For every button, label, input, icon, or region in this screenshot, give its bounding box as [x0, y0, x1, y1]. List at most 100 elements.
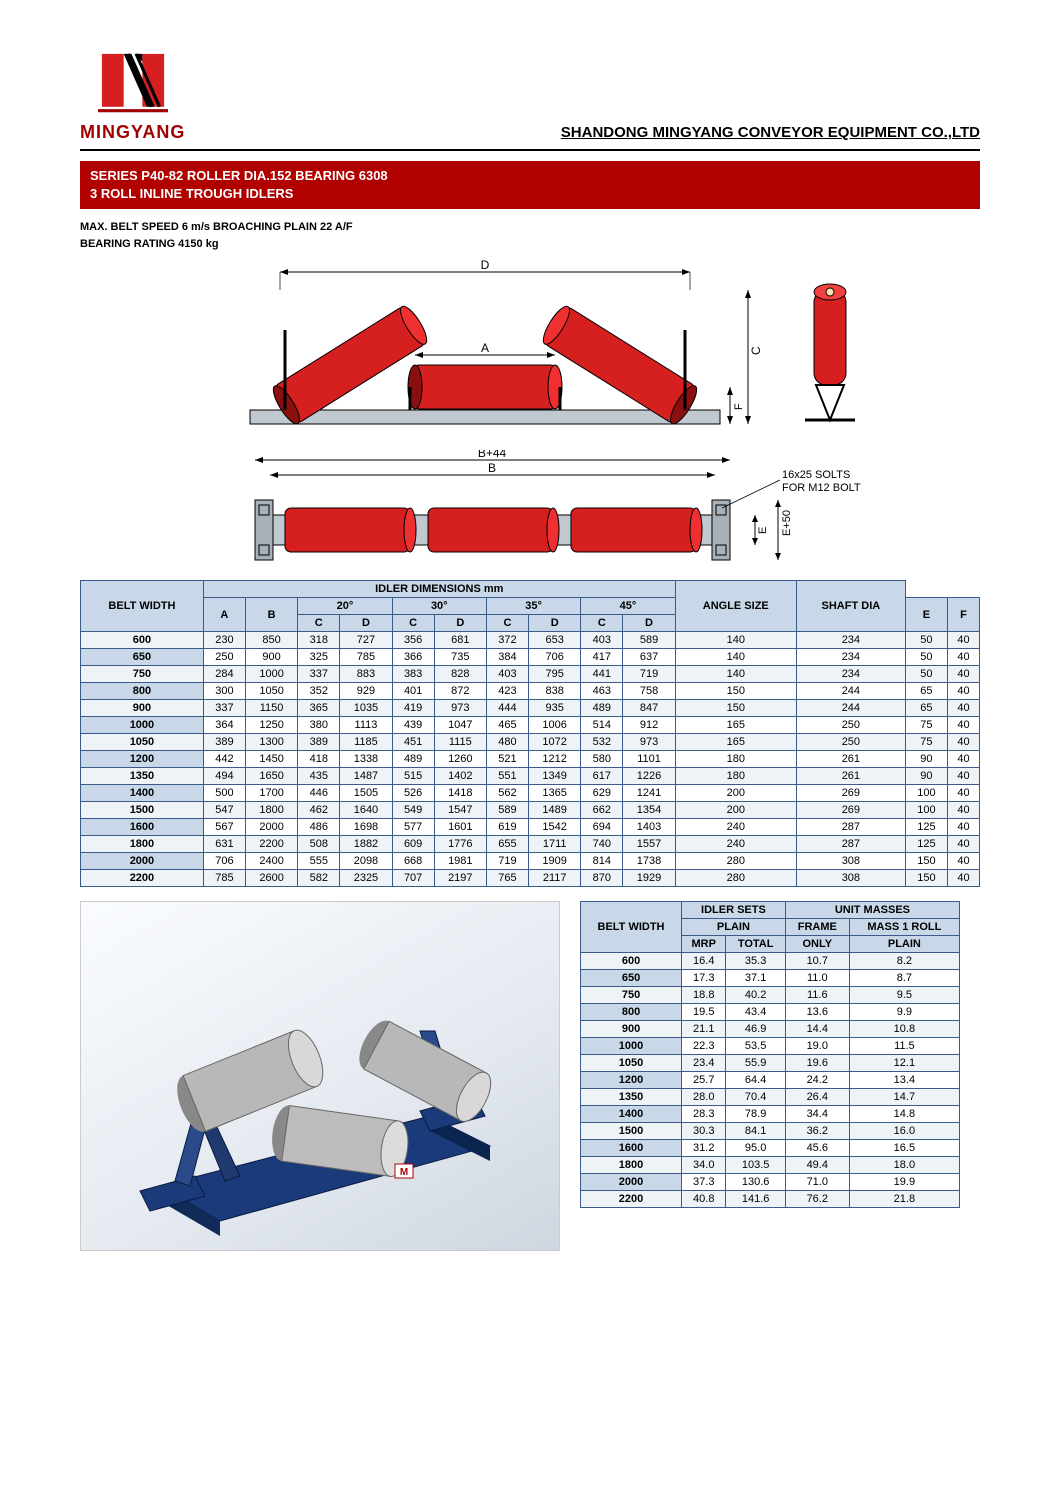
- cell: 140: [675, 649, 796, 666]
- cell: 261: [796, 768, 905, 785]
- cell: 600: [581, 953, 682, 970]
- cell: 463: [581, 683, 623, 700]
- mass-belt-width: BELT WIDTH: [581, 902, 682, 953]
- cell: 8.7: [849, 970, 959, 987]
- cell: 50: [905, 632, 947, 649]
- cell: 439: [392, 717, 434, 734]
- cell: 419: [392, 700, 434, 717]
- cell: 337: [298, 666, 340, 683]
- mass-plain2: PLAIN: [849, 936, 959, 953]
- cell: 1450: [245, 751, 297, 768]
- table-row: 160031.295.045.616.5: [581, 1140, 960, 1157]
- cell: 1557: [623, 836, 675, 853]
- cell: 740: [581, 836, 623, 853]
- cell: 100: [905, 802, 947, 819]
- cell: 551: [486, 768, 528, 785]
- cell: 65: [905, 700, 947, 717]
- cell: 18.8: [682, 987, 726, 1004]
- cell: 40: [947, 700, 979, 717]
- idler-dimensions-table: BELT WIDTH IDLER DIMENSIONS mm ANGLE SIZ…: [80, 580, 980, 887]
- cell: 800: [81, 683, 204, 700]
- cell: 389: [298, 734, 340, 751]
- cell: 727: [340, 632, 392, 649]
- cell: 10.8: [849, 1021, 959, 1038]
- cell: 1400: [81, 785, 204, 802]
- cell: 1402: [434, 768, 486, 785]
- cell: 870: [581, 870, 623, 887]
- table-row: 2000706240055520986681981719190981417382…: [81, 853, 980, 870]
- cell: 446: [298, 785, 340, 802]
- cell: 1250: [245, 717, 297, 734]
- cell: 18.0: [849, 1157, 959, 1174]
- cell: 40: [947, 751, 979, 768]
- cell: 308: [796, 853, 905, 870]
- cell: 619: [486, 819, 528, 836]
- table-row: 1200442145041813384891260521121258011011…: [81, 751, 980, 768]
- cell: 366: [392, 649, 434, 666]
- spec-line2: BEARING RATING 4150 kg: [80, 236, 980, 253]
- table-row: 1000364125038011134391047465100651491216…: [81, 717, 980, 734]
- cell: 1354: [623, 802, 675, 819]
- table-row: 1500547180046216405491547589148966213542…: [81, 802, 980, 819]
- cell: 1000: [81, 717, 204, 734]
- cell: 2325: [340, 870, 392, 887]
- cell: 515: [392, 768, 434, 785]
- cell: 84.1: [726, 1123, 785, 1140]
- cell: 49.4: [785, 1157, 849, 1174]
- table-row: 6002308503187273566813726534035891402345…: [81, 632, 980, 649]
- spec-line1: MAX. BELT SPEED 6 m/s BROACHING PLAIN 22…: [80, 219, 980, 236]
- cell: 1050: [581, 1055, 682, 1072]
- cell: 1000: [581, 1038, 682, 1055]
- cell: 2000: [245, 819, 297, 836]
- cell: 22.3: [682, 1038, 726, 1055]
- mass-unit-masses: UNIT MASSES: [785, 902, 959, 919]
- cell: 872: [434, 683, 486, 700]
- cell: 580: [581, 751, 623, 768]
- cell: 40: [947, 853, 979, 870]
- cell: 90: [905, 751, 947, 768]
- table-row: 2200785260058223257072197765211787019292…: [81, 870, 980, 887]
- table-title: IDLER DIMENSIONS mm: [203, 581, 675, 598]
- cell: 1909: [529, 853, 581, 870]
- cell: 34.4: [785, 1106, 849, 1123]
- cell: 1929: [623, 870, 675, 887]
- cell: 828: [434, 666, 486, 683]
- svg-text:FOR M12 BOLT: FOR M12 BOLT: [782, 482, 861, 494]
- cell: 10.7: [785, 953, 849, 970]
- cell: 280: [675, 870, 796, 887]
- cell: 1050: [81, 734, 204, 751]
- cell: 1113: [340, 717, 392, 734]
- cell: 308: [796, 870, 905, 887]
- cell: 442: [203, 751, 245, 768]
- col-F: F: [947, 598, 979, 632]
- cell: 850: [245, 632, 297, 649]
- cell: 706: [203, 853, 245, 870]
- cell: 2117: [529, 870, 581, 887]
- cell: 284: [203, 666, 245, 683]
- table-row: 65017.337.111.08.7: [581, 970, 960, 987]
- cell: 1542: [529, 819, 581, 836]
- cell: 240: [675, 819, 796, 836]
- cell: 719: [623, 666, 675, 683]
- cell: 234: [796, 649, 905, 666]
- cell: 514: [581, 717, 623, 734]
- cell: 65: [905, 683, 947, 700]
- cell: 508: [298, 836, 340, 853]
- cell: 465: [486, 717, 528, 734]
- cell: 549: [392, 802, 434, 819]
- cell: 19.6: [785, 1055, 849, 1072]
- table-row: 6502509003257853667353847064176371402345…: [81, 649, 980, 666]
- cell: 2000: [581, 1174, 682, 1191]
- cell: 19.0: [785, 1038, 849, 1055]
- cell: 150: [675, 700, 796, 717]
- cell: 165: [675, 717, 796, 734]
- cell: 1500: [81, 802, 204, 819]
- cell: 380: [298, 717, 340, 734]
- cell: 287: [796, 836, 905, 853]
- col-B: B: [245, 598, 297, 632]
- cell: 1800: [245, 802, 297, 819]
- cell: 13.4: [849, 1072, 959, 1089]
- table-row: 100022.353.519.011.5: [581, 1038, 960, 1055]
- cell: 973: [434, 700, 486, 717]
- cell: 1226: [623, 768, 675, 785]
